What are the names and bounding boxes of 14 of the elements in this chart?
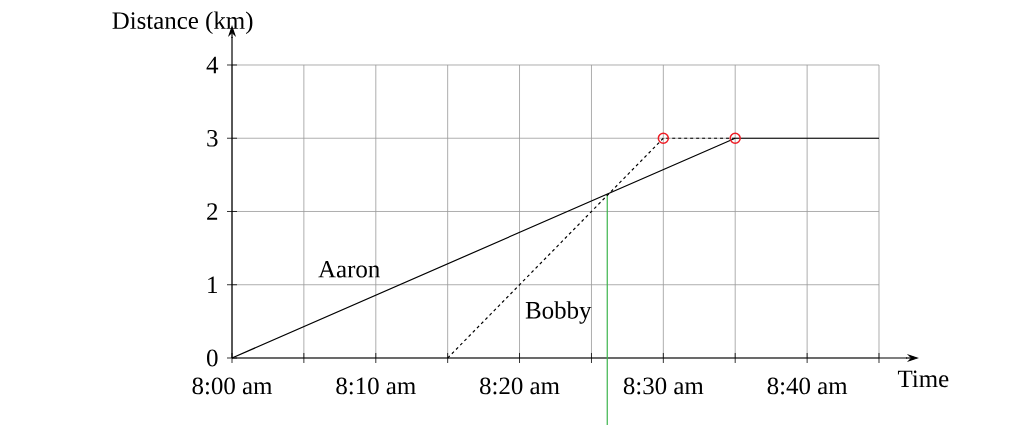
x-axis-title: Time (897, 370, 949, 388)
y-tick-label: 3 (207, 130, 218, 147)
x-tick-label: 8:00 am (192, 377, 273, 395)
x-tick-label: 8:10 am (336, 377, 416, 395)
series-label: Bobby (525, 301, 592, 325)
series-label: Aaron (318, 261, 380, 278)
x-tick-label: 8:20 am (480, 377, 560, 395)
y-tick-label: 0 (207, 349, 218, 367)
y-axis-title: Distance (km) (112, 11, 253, 35)
y-tick-label: 1 (208, 276, 217, 294)
x-tick-label: 8:30 am (623, 377, 704, 395)
x-tick-label: 8:40 am (767, 377, 848, 395)
y-tick-label: 2 (207, 203, 218, 220)
y-tick-label: 4 (206, 57, 219, 74)
